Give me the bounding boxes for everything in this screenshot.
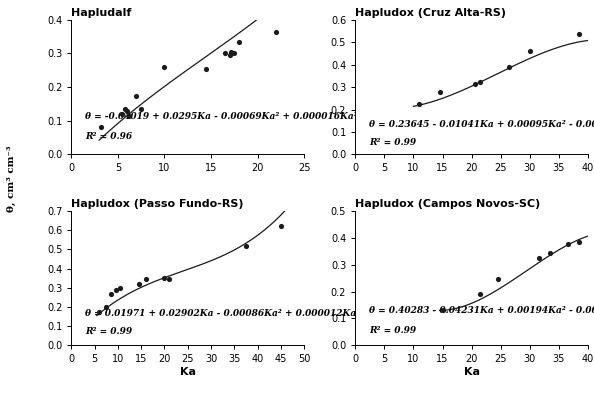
Text: R² = 0.96: R² = 0.96: [86, 132, 132, 141]
Point: [137, 106, 146, 112]
Text: R² = 0.99: R² = 0.99: [369, 138, 416, 147]
Point: [201, 66, 211, 72]
Point: [415, 101, 424, 107]
Point: [220, 50, 230, 57]
Text: θ = -0.04019 + 0.0295Ka - 0.00069Ka² + 0.000016Ka³: θ = -0.04019 + 0.0295Ka - 0.00069Ka² + 0…: [86, 112, 358, 121]
Point: [470, 81, 479, 87]
Text: Hapludalf: Hapludalf: [71, 8, 132, 18]
Point: [545, 249, 555, 256]
Point: [115, 285, 125, 291]
Point: [225, 52, 234, 58]
Point: [102, 304, 111, 310]
Point: [234, 39, 244, 45]
Point: [574, 239, 584, 245]
X-axis label: Ka: Ka: [464, 367, 480, 377]
Point: [476, 291, 485, 297]
Text: Hapludox (Passo Fundo-RS): Hapludox (Passo Fundo-RS): [71, 199, 244, 209]
Point: [122, 108, 132, 114]
Point: [525, 48, 535, 54]
Point: [438, 307, 447, 314]
Point: [227, 48, 236, 55]
Text: θ = 0.40283 - 0.04231Ka + 0.00194Ka² - 0.000022Ka³: θ = 0.40283 - 0.04231Ka + 0.00194Ka² - 0…: [369, 306, 594, 315]
Text: θ, cm³ cm⁻³: θ, cm³ cm⁻³: [7, 145, 17, 212]
Point: [160, 275, 169, 281]
Point: [141, 276, 150, 282]
Point: [276, 223, 286, 229]
Text: Hapludox (Cruz Alta-RS): Hapludox (Cruz Alta-RS): [355, 8, 506, 18]
Point: [505, 64, 514, 70]
Point: [134, 281, 144, 287]
Point: [229, 50, 239, 57]
Point: [563, 241, 573, 248]
Point: [534, 255, 544, 261]
Text: R² = 0.99: R² = 0.99: [86, 328, 132, 336]
Point: [110, 287, 120, 293]
Point: [124, 112, 134, 119]
Point: [476, 78, 485, 85]
Point: [118, 111, 127, 117]
Point: [121, 106, 130, 112]
Point: [435, 89, 444, 95]
Point: [106, 291, 116, 298]
Text: θ = 0.23645 - 0.01041Ka + 0.00095Ka² - 0.000013Ka³: θ = 0.23645 - 0.01041Ka + 0.00095Ka² - 0…: [369, 120, 594, 129]
Point: [160, 64, 169, 70]
Point: [241, 243, 251, 250]
Text: θ = 0.01971 + 0.02902Ka - 0.00086Ka² + 0.000012Ka³: θ = 0.01971 + 0.02902Ka - 0.00086Ka² + 0…: [86, 308, 361, 318]
Point: [574, 31, 584, 38]
Point: [96, 124, 106, 131]
X-axis label: Ka: Ka: [179, 367, 195, 377]
Point: [132, 93, 141, 99]
Point: [94, 308, 104, 315]
Point: [493, 276, 503, 283]
Text: Hapludox (Campos Novos-SC): Hapludox (Campos Novos-SC): [355, 199, 541, 209]
Text: R² = 0.99: R² = 0.99: [369, 326, 416, 335]
Point: [271, 29, 281, 35]
Point: [165, 276, 174, 282]
